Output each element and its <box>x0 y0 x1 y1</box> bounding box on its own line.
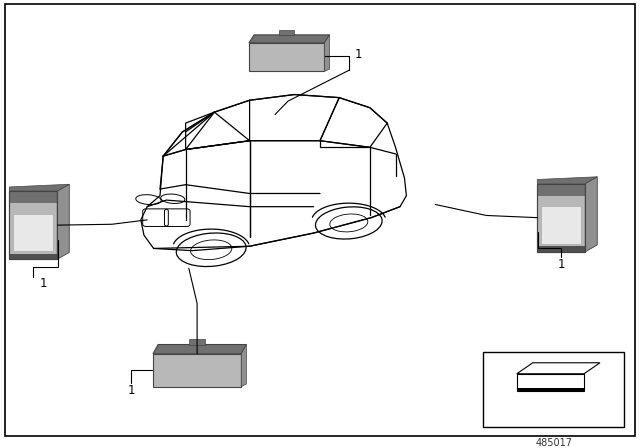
Text: 485017: 485017 <box>535 438 572 448</box>
Bar <box>9 191 58 259</box>
Polygon shape <box>241 345 246 387</box>
Bar <box>9 254 58 259</box>
Bar <box>517 388 584 392</box>
Bar <box>279 30 294 35</box>
Polygon shape <box>585 177 597 252</box>
Bar <box>517 374 584 392</box>
Bar <box>153 354 241 387</box>
Polygon shape <box>324 35 330 71</box>
Bar <box>541 206 582 244</box>
Bar <box>538 184 585 252</box>
Bar <box>13 214 54 251</box>
Bar <box>249 43 324 71</box>
Bar <box>538 184 585 252</box>
Bar <box>9 191 58 259</box>
Bar <box>189 339 205 345</box>
Polygon shape <box>249 35 330 43</box>
Text: 1: 1 <box>127 384 135 397</box>
Polygon shape <box>58 184 69 259</box>
Polygon shape <box>538 177 597 184</box>
Polygon shape <box>9 184 69 191</box>
Bar <box>538 184 585 196</box>
Bar <box>9 191 58 203</box>
Text: 1: 1 <box>355 48 362 61</box>
Text: 1: 1 <box>40 277 47 290</box>
Polygon shape <box>153 345 246 354</box>
Bar <box>538 246 585 252</box>
Bar <box>483 352 624 426</box>
Text: 1: 1 <box>557 258 565 271</box>
